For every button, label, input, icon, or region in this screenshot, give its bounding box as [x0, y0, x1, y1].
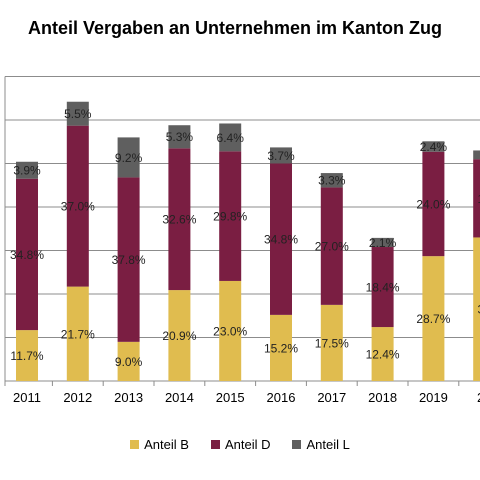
data-label: 20.9% — [162, 329, 196, 343]
data-label: 5.5% — [64, 107, 92, 121]
data-label: 3.3% — [318, 174, 346, 188]
bar-segment — [16, 161, 38, 179]
bar-segment — [371, 237, 394, 248]
bar-segment — [320, 187, 343, 305]
data-label: 33 — [478, 303, 480, 317]
x-tick-label: 2012 — [63, 390, 92, 405]
x-tick-label: 2013 — [114, 390, 143, 405]
bar-segment — [422, 141, 445, 152]
x-tick-label: 2018 — [368, 390, 397, 405]
data-label: 2.1% — [369, 236, 397, 250]
x-tick-label: 2011 — [13, 390, 41, 405]
data-label: 29.8% — [213, 210, 247, 224]
data-label: 12.4% — [366, 348, 400, 362]
legend-label: Anteil B — [144, 437, 189, 452]
legend-swatch-anteil-l — [292, 440, 302, 449]
data-label: 3.7% — [267, 149, 295, 163]
bar-segment — [117, 137, 140, 178]
data-label: 28.7% — [416, 312, 450, 326]
data-label: 3.9% — [13, 164, 41, 178]
bar-segment — [219, 280, 242, 381]
bar-segment — [219, 123, 242, 152]
x-tick-label: 2014 — [165, 390, 194, 405]
data-label: 24.0% — [416, 197, 450, 211]
data-label: 37.8% — [112, 253, 146, 267]
bar-segment — [422, 151, 445, 257]
data-label: 23.0% — [213, 324, 247, 338]
legend-label: Anteil L — [306, 437, 350, 452]
bar-segment — [371, 247, 394, 328]
data-label: 11.7% — [10, 349, 43, 363]
legend-swatch-anteil-b — [130, 440, 140, 449]
bar-segment — [270, 147, 292, 164]
legend-item-anteil-d: Anteil D — [210, 437, 271, 452]
x-axis: 2011 2012 2013 2014 2015 2016 2017 2018 2019 20 — [4, 381, 480, 405]
data-label: 34.8% — [264, 233, 298, 247]
bar-segment — [270, 314, 292, 381]
bar-segment — [117, 177, 140, 342]
data-label: 27.0% — [315, 240, 349, 254]
legend-item-anteil-b: Anteil B — [130, 437, 189, 452]
bar-segment — [320, 304, 343, 381]
bar-segment — [473, 237, 480, 381]
bar-segment — [371, 327, 394, 381]
bar-segment — [168, 148, 191, 291]
data-label: 9.0% — [115, 355, 143, 369]
x-tick-label: 2017 — [317, 390, 346, 405]
data-labels: 11.7% 34.8% 3.9% 21.7% 37.0% 5.5% 9.0% 37.8% 9.2… — [10, 107, 480, 369]
data-label: 32.6% — [162, 213, 196, 227]
data-label: 21.7% — [61, 327, 95, 341]
data-label: 2.4% — [420, 140, 448, 154]
bar-segment — [320, 173, 343, 188]
bar-segment — [66, 101, 89, 126]
bar-segment — [473, 159, 480, 238]
data-label: 18.4% — [366, 281, 400, 295]
x-tick-label: 2019 — [419, 390, 448, 405]
x-tick-label: 20 — [477, 390, 480, 405]
chart-title: Anteil Vergaben an Unternehmen im Kanton… — [27, 18, 443, 38]
bar-segment — [117, 341, 140, 381]
data-label: 9.2% — [115, 151, 143, 165]
bar-segment — [168, 125, 191, 149]
data-label: 6.4% — [217, 131, 245, 145]
data-label: 15.2% — [264, 341, 298, 355]
bars — [16, 101, 480, 381]
bar-segment — [473, 150, 480, 160]
data-label: 37.0% — [61, 200, 95, 214]
data-label: 5.3% — [166, 130, 194, 144]
bar-segment — [219, 151, 242, 281]
bar-segment — [270, 163, 292, 315]
bar-segment — [16, 178, 38, 331]
bar-segment — [16, 330, 38, 381]
legend: Anteil B Anteil D Anteil L — [0, 437, 480, 452]
data-label: 17.5% — [315, 336, 349, 350]
x-tick-label: 2016 — [267, 390, 296, 405]
data-label: 18 — [478, 192, 480, 206]
bar-segment — [66, 125, 89, 287]
data-label: 34.8% — [10, 248, 44, 262]
bar-segment — [66, 286, 89, 381]
bar-segment — [168, 290, 191, 381]
legend-swatch-anteil-d — [210, 440, 220, 449]
x-tick-label: 2015 — [216, 390, 245, 405]
bar-segment — [422, 256, 445, 381]
legend-label: Anteil D — [224, 437, 271, 452]
legend-item-anteil-l: Anteil L — [292, 437, 350, 452]
